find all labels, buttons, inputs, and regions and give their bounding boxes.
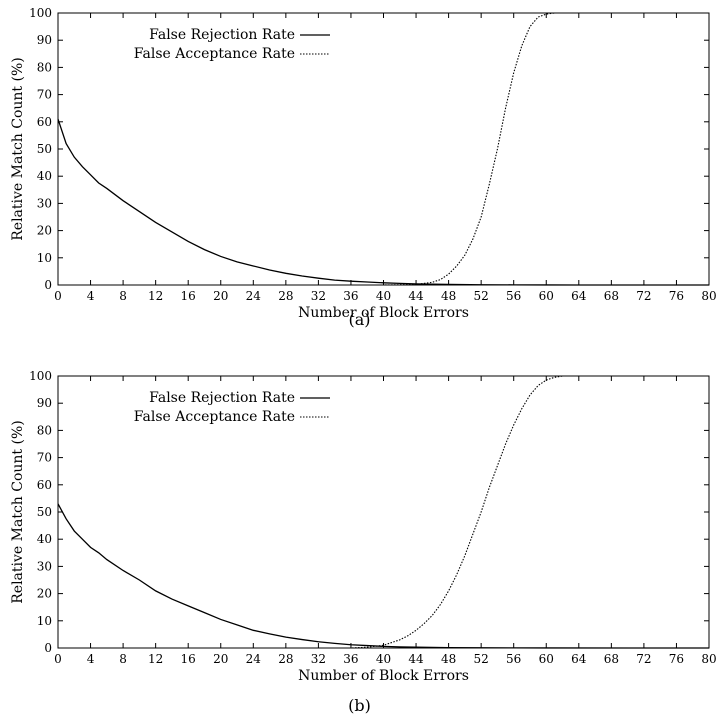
x-tick-label: 16: [181, 289, 196, 303]
legend-label: False Rejection Rate: [149, 27, 295, 43]
y-axis-title: Relative Match Count (%): [10, 420, 26, 604]
y-tick-label: 40: [37, 169, 52, 183]
y-tick-label: 30: [37, 559, 52, 573]
x-tick-label: 28: [278, 289, 293, 303]
chart-panel-b: 0 4 8 12 16 20 24 28 32 36 40 44 48 52 56 60 64 68 72 76 80 0…: [0, 363, 719, 721]
x-tick-label: 20: [213, 289, 228, 303]
series-line-false-acceptance-rate: [58, 375, 709, 649]
y-tick-label: 50: [37, 505, 52, 519]
x-tick-label: 28: [278, 652, 293, 666]
x-tick-label: 36: [343, 652, 358, 666]
chart-b: 0 4 8 12 16 20 24 28 32 36 40 44 48 52 56 60 64 68 72 76 800…: [10, 369, 717, 684]
x-tick-label: 68: [604, 652, 619, 666]
y-tick-label: 0: [44, 278, 52, 292]
x-tick-label: 40: [376, 289, 391, 303]
x-tick-label: 12: [148, 652, 163, 666]
legend-label: False Acceptance Rate: [134, 46, 295, 62]
y-tick-label: 80: [37, 60, 52, 74]
y-tick-label: 20: [37, 224, 52, 238]
chart-a: 0 4 8 12 16 20 24 28 32 36 40 44 48 52 56 60 64 68 72 76 800…: [10, 6, 717, 321]
x-tick-label: 16: [181, 652, 196, 666]
x-tick-label: 52: [474, 652, 489, 666]
chart-caption-b: (b): [348, 696, 371, 715]
x-tick-label: 80: [701, 652, 716, 666]
x-tick-label: 4: [87, 652, 95, 666]
series-line-false-rejection-rate: [57, 503, 709, 649]
x-tick-label: 8: [119, 289, 127, 303]
x-tick-label: 72: [636, 652, 651, 666]
x-tick-label: 0: [54, 289, 62, 303]
y-tick-label: 70: [37, 451, 52, 465]
y-tick-label: 10: [37, 251, 52, 265]
x-axis-title: Number of Block Errors: [298, 305, 469, 321]
x-tick-label: 44: [408, 289, 424, 303]
x-tick-label: 24: [246, 652, 262, 666]
x-tick-label: 64: [571, 289, 587, 303]
x-tick-label: 48: [441, 289, 456, 303]
x-tick-label: 40: [376, 652, 391, 666]
x-tick-label: 60: [539, 289, 554, 303]
x-tick-label: 44: [408, 652, 424, 666]
x-tick-label: 36: [343, 289, 358, 303]
x-axis-title: Number of Block Errors: [298, 668, 469, 684]
x-tick-label: 20: [213, 652, 228, 666]
y-tick-label: 90: [37, 33, 52, 47]
x-tick-label: 48: [441, 652, 456, 666]
x-tick-label: 72: [636, 289, 651, 303]
x-tick-label: 0: [54, 652, 62, 666]
y-tick-label: 100: [29, 6, 52, 20]
chart-caption-a: (a): [348, 310, 371, 329]
y-tick-label: 10: [37, 614, 52, 628]
x-tick-label: 56: [506, 289, 521, 303]
y-tick-label: 70: [37, 88, 52, 102]
x-tick-label: 60: [539, 652, 554, 666]
x-tick-label: 12: [148, 289, 163, 303]
y-tick-label: 60: [37, 478, 52, 492]
y-tick-label: 20: [37, 587, 52, 601]
y-tick-label: 30: [37, 196, 52, 210]
y-tick-label: 40: [37, 532, 52, 546]
y-tick-label: 0: [44, 641, 52, 655]
y-tick-label: 100: [29, 369, 52, 383]
series-line-false-rejection-rate: [57, 118, 709, 286]
x-tick-label: 52: [474, 289, 489, 303]
legend-label: False Rejection Rate: [149, 390, 295, 406]
x-tick-label: 56: [506, 652, 521, 666]
x-tick-label: 76: [669, 289, 684, 303]
y-tick-label: 80: [37, 423, 52, 437]
y-tick-label: 50: [37, 142, 52, 156]
x-tick-label: 68: [604, 289, 619, 303]
y-tick-label: 90: [37, 396, 52, 410]
x-tick-label: 4: [87, 289, 95, 303]
x-tick-label: 32: [311, 652, 326, 666]
x-tick-label: 24: [246, 289, 262, 303]
x-tick-label: 8: [119, 652, 127, 666]
y-axis-title: Relative Match Count (%): [10, 57, 26, 241]
x-tick-label: 76: [669, 652, 684, 666]
x-tick-label: 64: [571, 652, 587, 666]
chart-panel-a: 0 4 8 12 16 20 24 28 32 36 40 44 48 52 56 60 64 68 72 76 80 0…: [0, 0, 719, 340]
x-tick-label: 32: [311, 289, 326, 303]
x-tick-label: 80: [701, 289, 716, 303]
legend-label: False Acceptance Rate: [134, 409, 295, 425]
series-line-false-acceptance-rate: [58, 12, 709, 286]
y-tick-label: 60: [37, 115, 52, 129]
